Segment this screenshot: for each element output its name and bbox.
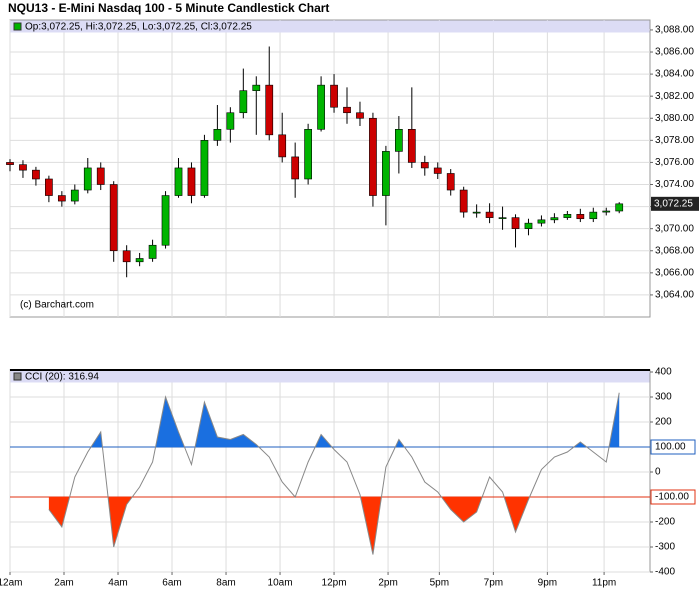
y-tick-label: 3,080.00 [655,113,694,124]
candle-body [589,211,598,220]
x-tick-label: 2pm [378,578,397,589]
candle-body [433,167,442,174]
annotation: (c) Barchart.com [20,300,94,311]
candle-body [187,167,196,196]
y-tick-label: 3,070.00 [655,223,694,234]
chart-title: NQU13 - E-Mini Nasdaq 100 - 5 Minute Can… [8,1,329,15]
x-tick-label: 12pm [322,578,347,589]
candle-body [239,90,248,114]
candle-body [472,211,481,214]
y-tick-label: 3,082.00 [655,91,694,102]
x-tick-label: 12am [0,578,23,589]
reference-label-box [650,489,696,505]
candle-body [45,178,53,196]
candle-body [213,129,222,141]
candle-body [304,129,312,180]
legend-strip [10,370,650,383]
candle-body [19,164,27,171]
x-tick-label: 5pm [430,578,449,589]
candle-body [161,195,170,246]
candle-body [330,84,338,108]
x-tick-label: 7pm [484,578,503,589]
candle-body [291,156,300,180]
candle-body [498,217,507,219]
legend-swatch [13,22,22,31]
y-tick-label: 3,088.00 [655,25,694,36]
x-tick-label: 2am [54,578,73,589]
plot-area [9,19,651,318]
y-tick-label: 200 [655,417,672,428]
x-tick-label: 9pm [538,578,557,589]
y-tick-label: -400 [655,567,675,578]
candle-body [278,134,287,158]
candle-body [550,217,559,221]
reference-label: 100.00 [655,442,686,453]
candle-body [485,211,494,218]
candle-body [70,189,79,202]
y-tick-label: -300 [655,542,675,553]
candle-body [265,84,274,136]
candle-body [96,167,105,185]
candle-body [109,184,118,252]
candle-body [576,214,585,220]
candle-body [615,203,624,212]
candle-body [537,219,546,224]
y-tick-label: 3,064.00 [655,290,694,301]
plot-area [9,369,651,573]
y-tick-label: 0 [655,467,661,478]
candle-body [382,151,390,196]
candle-body [122,250,131,263]
candle-body [369,117,377,196]
y-tick-label: 300 [655,392,672,403]
x-tick-label: 11pm [592,578,616,589]
candle-body [602,210,611,213]
candle-body [252,84,261,91]
candle-body [226,112,235,130]
x-tick-label: 8am [216,578,235,589]
candle-body [148,244,157,259]
y-tick-label: 3,066.00 [655,267,694,278]
y-tick-label: -200 [655,517,675,528]
reference-label-box [650,439,696,455]
last-price-label: 3,072.25 [654,198,693,209]
candle-body [83,167,92,191]
y-tick-label: 3,076.00 [655,157,694,168]
candle-body [317,84,325,130]
x-tick-label: 10am [268,578,293,589]
x-tick-label: 6am [162,578,181,589]
legend-strip [10,20,650,33]
candle-body [57,195,66,202]
legend-swatch [13,372,22,381]
y-tick-label: 3,084.00 [655,69,694,80]
candle-body [420,162,429,169]
last-price-box [651,196,699,211]
candle-body [407,129,416,163]
cci-line [48,392,620,555]
candle-body [200,140,209,196]
candle-body [135,258,144,263]
candle-body [563,214,572,218]
candle-body [394,129,403,152]
reference-label: -100.00 [655,492,689,503]
candle-body [6,162,14,165]
y-tick-label: 3,086.00 [655,47,694,58]
x-tick-label: 4am [108,578,127,589]
candle-body [343,106,351,114]
cci-area-above [48,392,620,447]
candle-body [511,217,520,229]
candle-body [32,169,40,180]
legend-text: Op:3,072.25, Hi:3,072.25, Lo:3,072.25, C… [25,22,252,33]
y-tick-label: 3,078.00 [655,135,694,146]
candle-body [446,173,455,191]
y-tick-label: 3,068.00 [655,245,694,256]
candle-body [459,189,468,213]
candle-body [174,167,183,196]
candle-body [524,222,533,229]
legend-text: CCI (20): 316.94 [25,372,99,383]
y-tick-label: 400 [655,367,672,378]
y-tick-label: 3,074.00 [655,179,694,190]
candle-body [356,112,364,119]
